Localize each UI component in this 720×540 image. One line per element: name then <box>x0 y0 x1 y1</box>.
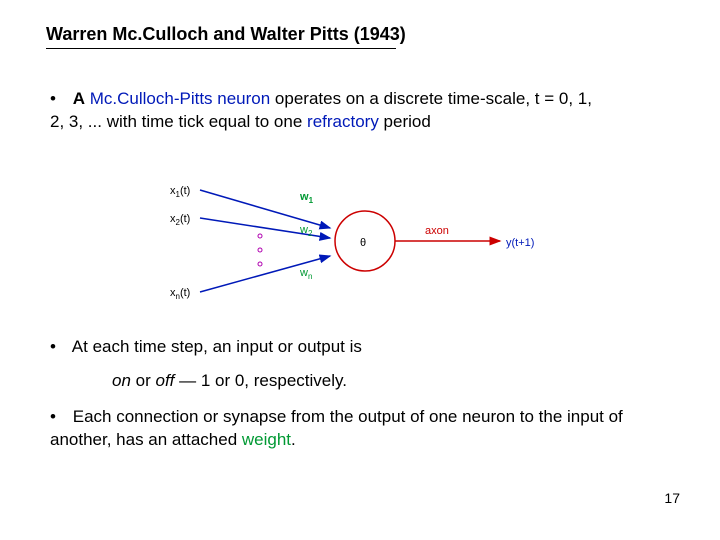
b3-weight: weight <box>242 430 291 449</box>
b2-on: on <box>112 371 131 390</box>
b2-text: At each time step, an input or output is <box>72 337 362 356</box>
slide-title: Warren Mc.Culloch and Walter Pitts (1943… <box>46 24 406 45</box>
output-label: y(t+1) <box>506 237 534 249</box>
page-number: 17 <box>664 490 680 506</box>
label-w2: w2 <box>299 224 313 238</box>
bullet-dot: • <box>50 336 68 359</box>
b2-mid: or <box>131 371 156 390</box>
b1-term: Mc.Culloch-Pitts neuron <box>85 89 275 108</box>
b2-off: off <box>155 371 174 390</box>
bullet-3: • Each connection or synapse from the ou… <box>50 406 650 452</box>
bullet-dot: • <box>50 406 68 429</box>
label-x1: x1(t) <box>170 185 190 199</box>
title-underline <box>46 48 396 49</box>
b2-rest: — 1 or 0, respectively. <box>174 371 347 390</box>
label-w1: w1 <box>299 191 314 205</box>
ellipsis-dot <box>258 234 262 238</box>
ellipsis-dot <box>258 262 262 266</box>
neuron-diagram: x1(t) x2(t) xn(t) w1 w2 wn θ axon y(t+1) <box>170 176 550 316</box>
bullet-dot: • <box>50 88 68 111</box>
label-wn: wn <box>299 267 312 281</box>
axon-label: axon <box>425 225 449 237</box>
b1-lead: A <box>73 89 85 108</box>
bullet-1: • A Mc.Culloch-Pitts neuron operates on … <box>50 88 610 134</box>
label-x2: x2(t) <box>170 213 190 227</box>
theta-label: θ <box>360 237 366 249</box>
ellipsis-dot <box>258 248 262 252</box>
bullet-2-sub: on or off — 1 or 0, respectively. <box>112 370 672 393</box>
b3-t1: Each connection or synapse from the outp… <box>50 407 623 449</box>
bullet-2: • At each time step, an input or output … <box>50 336 650 359</box>
b1-t2: period <box>379 112 431 131</box>
b1-refr: refractory <box>307 112 379 131</box>
b3-t2: . <box>291 430 296 449</box>
label-xn: xn(t) <box>170 287 190 301</box>
